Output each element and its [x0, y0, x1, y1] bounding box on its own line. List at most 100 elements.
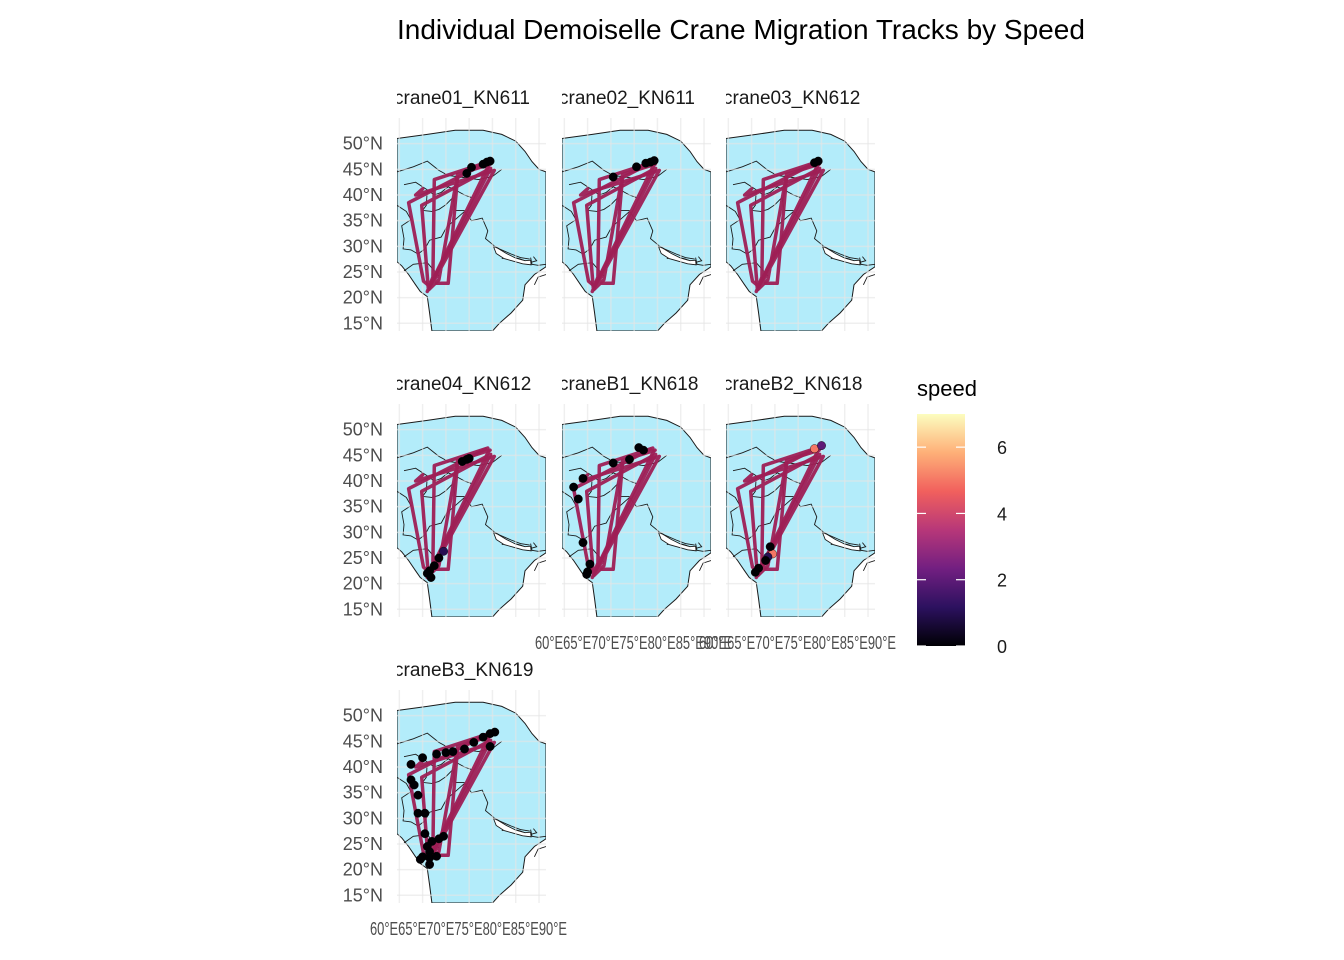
track-point — [406, 760, 416, 769]
x-tick-labels: 60°E65°E70°E75°E80°E85°E90°E — [535, 633, 732, 653]
country-border — [695, 543, 711, 552]
track-point — [420, 829, 430, 839]
track-point — [462, 169, 472, 178]
migration-track — [748, 160, 822, 294]
y-tick-label: 50°N — [343, 420, 383, 440]
track-point — [578, 474, 588, 483]
country-region-white — [821, 531, 861, 552]
track-point — [420, 808, 430, 818]
track-point — [467, 162, 476, 172]
y-tick-label: 50°N — [343, 706, 383, 726]
y-tick-label: 15°N — [343, 885, 383, 905]
y-tick-label: 20°N — [343, 860, 383, 880]
migration-track — [413, 162, 497, 292]
y-tick-label: 40°N — [343, 471, 383, 491]
track-point — [425, 860, 434, 869]
y-tick-label: 15°N — [343, 313, 383, 333]
y-axes: 15°N 20°N 25°N 30°N 35°N 40°N 45°N 50°N 15°N 20°N… — [343, 134, 383, 906]
country-border — [533, 560, 546, 571]
track-point — [813, 156, 823, 166]
country-border — [403, 467, 472, 485]
y-tick-label: 45°N — [343, 445, 383, 465]
y-tick-label: 40°N — [343, 757, 383, 777]
country-border — [533, 846, 546, 857]
y-tick-label: 25°N — [343, 834, 383, 854]
x-tick-labels: 60°E65°E70°E75°E80°E85°E90°E — [699, 633, 896, 653]
track-point — [432, 749, 441, 759]
country-border — [403, 181, 472, 199]
y-tick-label: 25°N — [343, 548, 383, 568]
migration-track — [584, 160, 658, 294]
facet-strip-label: craneB2_KN618 — [723, 374, 862, 395]
country-border — [859, 257, 875, 266]
facet-strip-label: crane02_KN611 — [559, 88, 695, 109]
track-point — [439, 831, 448, 841]
legend-tick-label: 2 — [997, 571, 1007, 591]
x-tick-labels: 60°E65°E70°E75°E80°E85°E90°E — [370, 919, 567, 939]
country-border — [530, 543, 546, 552]
country-region-white — [821, 245, 861, 266]
track-point — [582, 569, 592, 579]
y-tick-label: 35°N — [343, 783, 383, 803]
legend-tick-label: 4 — [997, 504, 1007, 524]
migration-track — [599, 175, 625, 286]
y-tick-label: 45°N — [343, 731, 383, 751]
country-border — [695, 257, 711, 266]
track-point — [478, 732, 488, 742]
facet-panel-craneB2_KN618 — [726, 404, 875, 617]
legend-tick-label: 6 — [997, 438, 1007, 458]
country-border — [568, 181, 637, 199]
facet-panel-crane04_KN612 — [397, 404, 546, 617]
track-point — [761, 556, 770, 565]
country-border — [732, 467, 801, 485]
country-region-white — [492, 531, 532, 552]
migration-track — [763, 461, 789, 572]
migration-track — [748, 446, 822, 580]
track-point — [434, 553, 444, 563]
country-border — [859, 543, 875, 552]
y-tick-label: 35°N — [343, 211, 383, 231]
country-border — [862, 274, 875, 285]
track-point — [439, 546, 448, 556]
country-border — [698, 274, 711, 285]
y-tick-label: 30°N — [343, 522, 383, 542]
country-border — [568, 467, 637, 485]
y-tick-label: 25°N — [343, 262, 383, 282]
track-point — [639, 445, 648, 455]
track-point — [585, 559, 595, 569]
y-tick-label: 30°N — [343, 236, 383, 256]
y-tick-label: 30°N — [343, 808, 383, 828]
country-border — [530, 829, 546, 838]
x-axes: 60°E65°E70°E75°E80°E85°E90°E60°E65°E70°E… — [370, 633, 896, 939]
facet-panel-craneB1_KN618 — [562, 404, 711, 617]
track-point — [632, 162, 641, 172]
migration-track — [742, 162, 826, 292]
facet-panels: crane01_KN611 crane02_KN611 crane03_KN612c… — [394, 88, 875, 903]
migration-track — [578, 162, 662, 292]
migration-track — [419, 160, 493, 294]
y-tick-label: 45°N — [343, 159, 383, 179]
facet-strip-label: crane04_KN612 — [394, 374, 531, 395]
track-point — [578, 538, 588, 548]
track-point — [765, 542, 775, 552]
y-tick-label: 20°N — [343, 574, 383, 594]
track-point — [608, 172, 618, 182]
track-point — [426, 573, 436, 582]
track-point — [415, 854, 425, 864]
country-region-white — [657, 531, 697, 552]
migration-track — [434, 175, 460, 286]
track-point — [460, 744, 469, 754]
track-point — [569, 482, 579, 492]
track-point — [490, 727, 500, 737]
y-tick-label: 35°N — [343, 497, 383, 517]
country-region-white — [492, 245, 532, 266]
legend-tick-label: 0 — [997, 637, 1007, 657]
track-point — [485, 742, 495, 751]
migration-track — [763, 175, 789, 286]
facet-strip-label: crane01_KN611 — [394, 88, 530, 109]
facet-panel-craneB3_KN619 — [397, 690, 546, 903]
track-point — [448, 747, 458, 756]
y-tick-label: 20°N — [343, 288, 383, 308]
track-point — [469, 738, 479, 747]
